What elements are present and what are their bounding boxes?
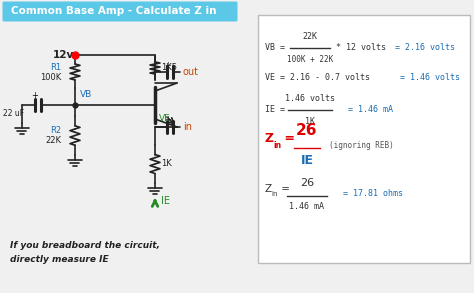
Text: 1.46 volts: 1.46 volts	[285, 94, 335, 103]
Text: 22K: 22K	[302, 32, 318, 41]
Text: IE =: IE =	[265, 105, 285, 115]
Text: R1: R1	[50, 62, 61, 71]
Text: +: +	[32, 91, 38, 100]
Text: VB: VB	[80, 90, 92, 99]
Text: Z: Z	[265, 184, 272, 194]
Text: 1K5: 1K5	[161, 64, 177, 72]
Text: out: out	[183, 67, 199, 77]
Text: IE: IE	[161, 196, 170, 206]
Text: R2: R2	[50, 126, 61, 135]
Bar	[258, 15, 470, 263]
Text: in: in	[271, 191, 277, 197]
Text: Z: Z	[265, 132, 274, 145]
Text: in: in	[183, 122, 192, 132]
Text: 12v: 12v	[53, 50, 74, 60]
Text: 26: 26	[300, 178, 314, 188]
Text: IE: IE	[301, 154, 313, 167]
Text: 22 uF: 22 uF	[3, 108, 25, 117]
Text: 100K: 100K	[40, 72, 61, 81]
Text: 100K + 22K: 100K + 22K	[287, 55, 333, 64]
Text: 26: 26	[296, 123, 318, 138]
Text: = 1.46 mA: = 1.46 mA	[348, 105, 393, 115]
Text: in: in	[273, 141, 281, 150]
Text: VB =: VB =	[265, 43, 285, 52]
Text: = 2.16 volts: = 2.16 volts	[395, 43, 455, 52]
Text: +: +	[164, 60, 171, 69]
Text: * 12 volts: * 12 volts	[336, 43, 386, 52]
Text: If you breadboard the circuit,: If you breadboard the circuit,	[10, 241, 160, 250]
Text: 1K: 1K	[305, 117, 315, 126]
Text: VE = 2.16 - 0.7 volts: VE = 2.16 - 0.7 volts	[265, 74, 370, 83]
Text: = 1.46 volts: = 1.46 volts	[400, 74, 460, 83]
Text: = 17.81 ohms: = 17.81 ohms	[343, 190, 403, 198]
Text: 1.46 mA: 1.46 mA	[290, 202, 325, 211]
Text: directly measure IE: directly measure IE	[10, 255, 109, 263]
Text: =: =	[278, 184, 290, 194]
Text: +: +	[164, 115, 171, 125]
Text: 22K: 22K	[45, 136, 61, 145]
Text: VE: VE	[159, 114, 171, 123]
FancyBboxPatch shape	[2, 1, 237, 21]
Text: 1K: 1K	[161, 159, 172, 168]
Text: =: =	[280, 132, 295, 145]
Text: Common Base Amp - Calculate Z in: Common Base Amp - Calculate Z in	[11, 6, 217, 16]
Text: (ignoring REB): (ignoring REB)	[329, 141, 394, 149]
